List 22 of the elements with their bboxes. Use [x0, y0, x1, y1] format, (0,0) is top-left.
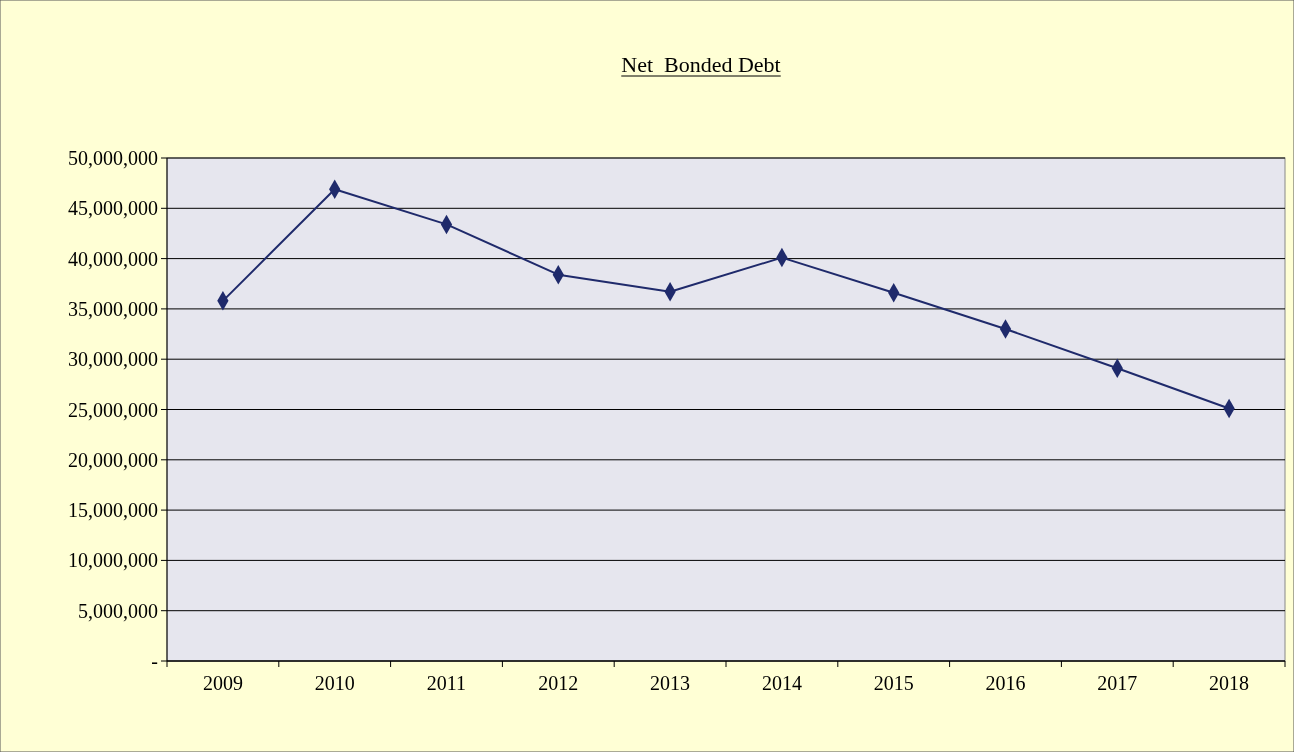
y-tick-label: 40,000,000 [68, 247, 158, 270]
y-tick-label: 10,000,000 [68, 549, 158, 572]
x-tick-label: 2009 [202, 672, 243, 694]
y-tick-label: - [151, 650, 158, 672]
x-tick-label: 2015 [873, 672, 914, 694]
y-tick-label: 25,000,000 [68, 398, 158, 421]
y-tick-label: 15,000,000 [68, 499, 158, 522]
x-tick-label: 2012 [538, 672, 579, 694]
x-tick-label: 2013 [650, 672, 691, 694]
x-tick-label: 2011 [426, 672, 467, 694]
y-tick-label: 45,000,000 [68, 197, 158, 220]
y-tick-label: 30,000,000 [68, 348, 158, 371]
y-tick-label: 5,000,000 [78, 599, 158, 622]
x-tick-label: 2010 [314, 672, 355, 694]
chart-title: Net Bonded Debt [621, 52, 781, 77]
x-tick-label: 2016 [985, 672, 1026, 694]
x-tick-label: 2018 [1209, 672, 1250, 694]
y-tick-label: 50,000,000 [68, 147, 158, 169]
y-tick-label: 35,000,000 [68, 297, 158, 320]
y-tick-label: 20,000,000 [68, 448, 158, 471]
x-tick-label: 2014 [761, 672, 802, 694]
x-tick-label: 2017 [1097, 672, 1138, 694]
